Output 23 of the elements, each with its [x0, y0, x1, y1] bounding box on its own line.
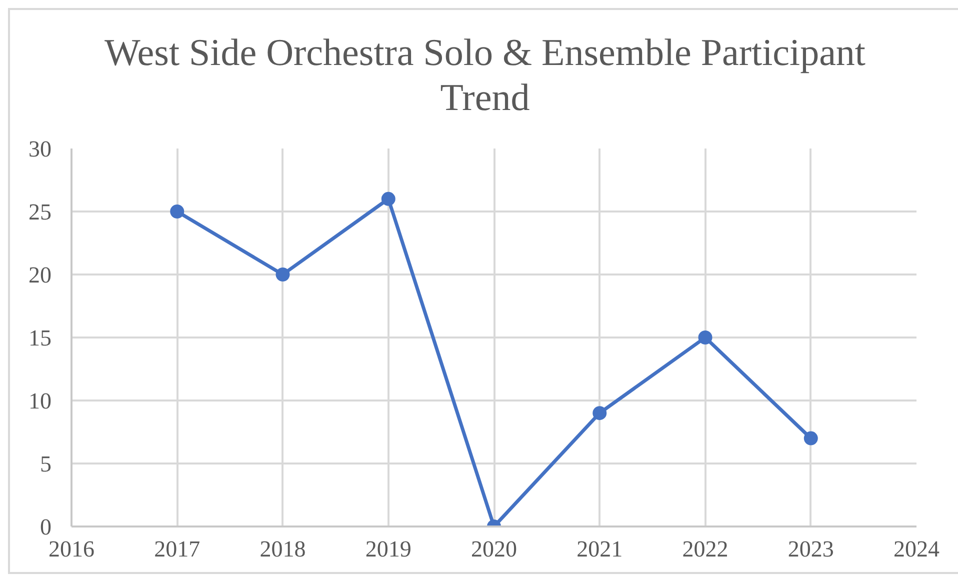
point	[698, 330, 712, 344]
y-tick-label: 5	[40, 452, 52, 476]
point	[592, 406, 607, 420]
chart-title: West Side Orchestra Solo & Ensemble Participant Trend	[103, 31, 866, 121]
x-tick-label: 2024	[894, 536, 940, 562]
point	[170, 204, 184, 218]
x-tick-label: 2023	[788, 536, 834, 562]
point	[381, 192, 396, 206]
point	[276, 268, 290, 282]
x-tick-label: 2020	[471, 536, 517, 562]
x-tick-label: 2017	[154, 536, 200, 562]
y-tick-label: 30	[28, 136, 52, 162]
y-tick-label: 15	[28, 326, 52, 350]
point	[804, 431, 818, 446]
x-tick-label: 2022	[682, 536, 728, 562]
x-tick-label: 2021	[576, 536, 623, 562]
y-tick-label: 20	[28, 262, 52, 288]
x-tick-label: 2016	[48, 536, 94, 562]
y-tick-label: 10	[28, 388, 52, 414]
x-tick-label: 2019	[365, 536, 412, 562]
y-tick-label: 0	[40, 514, 52, 540]
x-tick-label: 2018	[260, 536, 306, 562]
y-tick-label: 25	[28, 200, 52, 224]
